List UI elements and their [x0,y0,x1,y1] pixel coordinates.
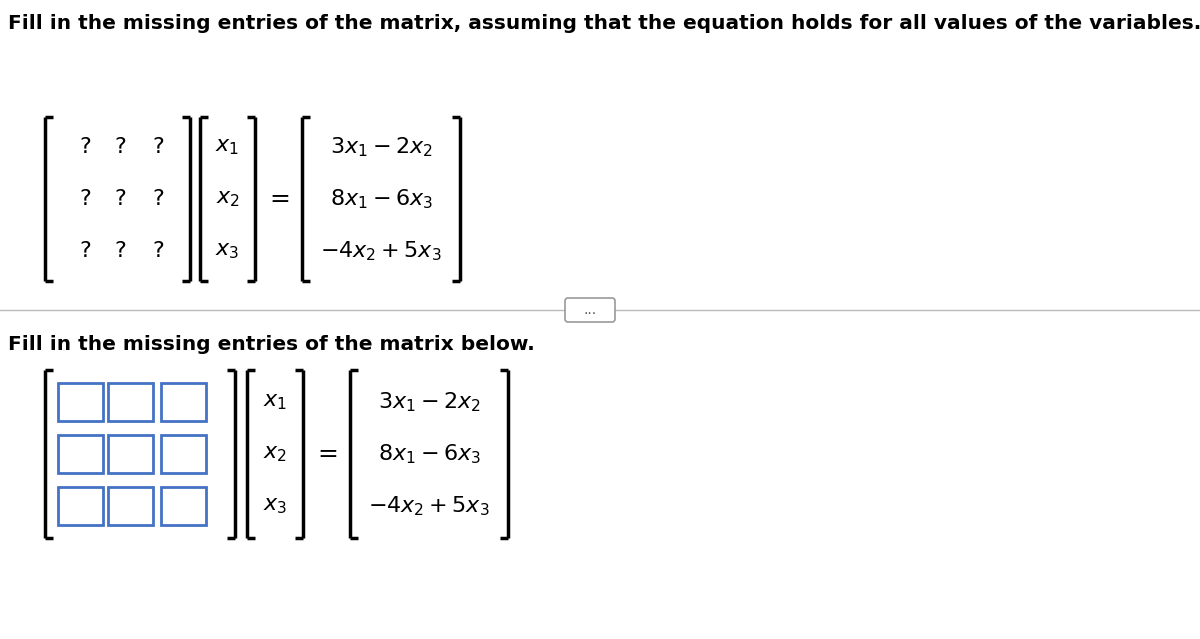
Text: Fill in the missing entries of the matrix below.: Fill in the missing entries of the matri… [8,335,535,354]
Bar [58,435,102,473]
Text: ?: ? [152,241,164,261]
Text: ?: ? [79,189,91,209]
Text: ?: ? [79,137,91,157]
Text: ...: ... [583,303,596,317]
Text: $3x_1 - 2x_2$: $3x_1 - 2x_2$ [330,135,432,159]
Bar [58,383,102,421]
Text: $- 4x_2 + 5x_3$: $- 4x_2 + 5x_3$ [320,239,442,263]
Text: =: = [318,442,338,466]
Bar [108,435,152,473]
Bar [161,383,205,421]
Text: ?: ? [152,137,164,157]
Text: $8x_1 - 6x_3$: $8x_1 - 6x_3$ [378,442,480,466]
Bar [108,383,152,421]
Text: $x_1$: $x_1$ [263,392,287,412]
Text: $3x_1 - 2x_2$: $3x_1 - 2x_2$ [378,390,480,414]
Bar [108,487,152,525]
Text: ?: ? [114,137,126,157]
Text: ?: ? [152,189,164,209]
Bar [161,487,205,525]
Text: ?: ? [114,189,126,209]
Text: $x_1$: $x_1$ [216,137,240,157]
Text: $x_3$: $x_3$ [215,241,240,261]
Text: $- 4x_2 + 5x_3$: $- 4x_2 + 5x_3$ [368,494,490,518]
Text: =: = [270,187,290,211]
Text: $x_3$: $x_3$ [263,496,287,516]
Text: ?: ? [114,241,126,261]
Text: $x_2$: $x_2$ [263,444,287,464]
Text: Fill in the missing entries of the matrix, assuming that the equation holds for : Fill in the missing entries of the matri… [8,14,1200,33]
Bar [58,487,102,525]
Text: ?: ? [79,241,91,261]
Text: $x_2$: $x_2$ [216,189,240,209]
Bar [161,435,205,473]
FancyBboxPatch shape [565,298,616,322]
Text: $8x_1 - 6x_3$: $8x_1 - 6x_3$ [330,187,432,211]
